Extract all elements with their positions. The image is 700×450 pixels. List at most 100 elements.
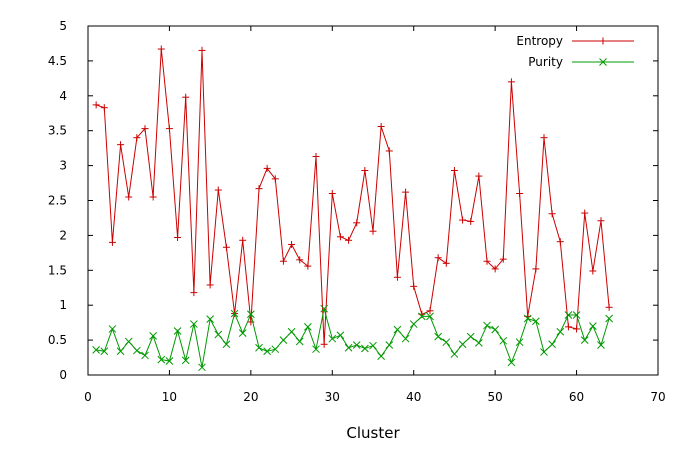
entropy-point [377,123,385,131]
purity-point [597,341,605,349]
entropy-point [459,216,467,224]
entropy-point [312,153,320,161]
entropy-line [95,48,610,345]
entropy-point [279,257,287,265]
entropy-point [442,259,450,267]
entropy-point [182,93,190,101]
purity-line [96,308,610,368]
entropy-point [540,134,548,142]
purity-point [190,320,198,328]
purity-point [279,336,288,344]
purity-point [100,347,109,356]
purity-point [499,336,508,345]
purity-point [165,357,174,365]
entropy-series [92,45,613,348]
purity-point [206,315,214,324]
legend-label-purity: Purity [528,55,563,69]
entropy-point [475,172,483,180]
purity-point [401,334,410,343]
legend-entry-purity: Purity [528,55,634,69]
legend-marker-entropy [599,37,607,45]
purity-point [230,309,239,318]
purity-point [352,341,361,349]
entropy-point [581,209,589,217]
purity-point [124,337,133,346]
purity-point [295,337,304,346]
entropy-point [117,141,125,149]
entropy-point [133,134,141,142]
entropy-point [467,217,475,225]
purity-point [385,341,394,349]
purity-point [483,321,491,330]
purity-point [198,363,206,372]
x-tick-label: 0 [84,390,92,404]
entropy-point [532,265,540,273]
purity-point [580,336,589,344]
purity-point [336,331,345,340]
x-tick-label: 30 [325,390,340,404]
purity-point [475,339,483,347]
y-tick-label: 4 [59,89,67,103]
x-tick-label: 10 [162,390,177,404]
entropy-point [296,256,304,264]
purity-point [304,322,312,331]
purity-point [572,311,581,319]
purity-point [173,327,182,335]
purity-point [589,322,597,330]
purity-point [369,341,377,350]
legend-marker-purity [599,58,607,66]
purity-point [149,332,157,340]
entropy-point [206,281,214,289]
y-tick-label: 4.5 [48,54,67,68]
x-tick-label: 20 [243,390,258,404]
entropy-point [605,303,613,311]
entropy-point [426,307,434,315]
purity-point [409,320,418,328]
purity-point [605,314,613,323]
entropy-point [336,233,344,241]
entropy-point [499,255,507,263]
purity-point [540,348,548,356]
entropy-point [597,217,605,225]
entropy-point [556,238,564,246]
purity-point [271,345,280,354]
x-tick-label: 70 [650,390,665,404]
x-tick-label: 60 [569,390,584,404]
purity-point [458,340,467,349]
purity-point [532,317,540,326]
purity-point [312,345,320,354]
purity-point [255,343,263,352]
entropy-point [304,262,312,270]
entropy-point [450,166,458,174]
purity-point [344,343,353,352]
x-tick-label: 40 [406,390,421,404]
purity-point [92,346,100,354]
entropy-point [108,238,116,246]
purity-point [377,352,385,361]
entropy-point [149,193,157,201]
entropy-point [263,164,271,172]
entropy-point [222,243,230,251]
entropy-point [516,190,524,198]
purity-point [108,325,117,333]
entropy-point [573,325,581,333]
entropy-point [402,188,410,196]
purity-point [564,311,573,319]
legend-label-entropy: Entropy [516,34,563,48]
entropy-point [507,78,515,86]
y-tick-label: 3.5 [48,124,67,138]
y-tick-label: 1.5 [48,263,67,277]
entropy-point [157,45,165,53]
purity-point [222,340,231,349]
legend-entry-entropy: Entropy [516,34,634,48]
y-tick-label: 2.5 [48,194,67,208]
purity-point [426,312,434,321]
purity-point [133,346,141,355]
entropy-point [328,190,336,198]
entropy-point [92,101,100,109]
purity-point [434,332,442,341]
entropy-point [589,267,597,275]
entropy-point [320,340,328,348]
purity-point [287,327,296,336]
entropy-point [369,227,377,235]
